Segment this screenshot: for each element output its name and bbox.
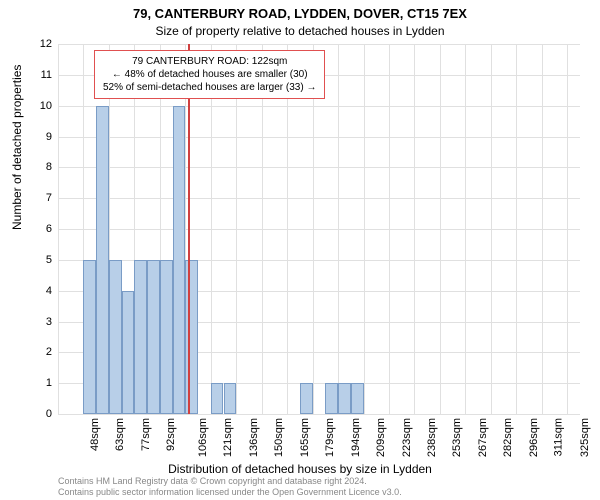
grid-line-horizontal <box>58 167 580 168</box>
grid-line-horizontal <box>58 137 580 138</box>
x-tick-label: 121sqm <box>222 418 234 457</box>
attribution-text: Contains HM Land Registry data © Crown c… <box>58 476 402 498</box>
histogram-bar <box>96 106 109 414</box>
grid-line-vertical <box>389 44 390 414</box>
x-tick-label: 63sqm <box>114 418 126 451</box>
x-tick-label: 325sqm <box>579 418 591 457</box>
y-tick-label: 5 <box>46 254 52 266</box>
x-tick-label: 253sqm <box>452 418 464 457</box>
y-tick-label: 12 <box>40 38 52 50</box>
grid-line-vertical <box>262 44 263 414</box>
grid-line-vertical <box>211 44 212 414</box>
chart-title-main: 79, CANTERBURY ROAD, LYDDEN, DOVER, CT15… <box>0 6 600 21</box>
y-tick-label: 8 <box>46 161 52 173</box>
y-tick-label: 10 <box>40 100 52 112</box>
x-tick-label: 48sqm <box>89 418 101 451</box>
grid-line-horizontal <box>58 198 580 199</box>
histogram-bar <box>160 260 173 414</box>
x-tick-label: 311sqm <box>553 418 565 456</box>
x-tick-label: 296sqm <box>528 418 540 457</box>
histogram-bar <box>338 383 351 414</box>
grid-line-vertical <box>364 44 365 414</box>
x-tick-label: 238sqm <box>426 418 438 457</box>
x-tick-label: 136sqm <box>248 418 260 457</box>
histogram-bar <box>300 383 313 414</box>
y-axis-label: Number of detached properties <box>10 65 24 230</box>
histogram-bar <box>173 106 186 414</box>
grid-line-vertical <box>542 44 543 414</box>
y-tick-label: 4 <box>46 285 52 297</box>
annotation-box: 79 CANTERBURY ROAD: 122sqm← 48% of detac… <box>94 50 325 99</box>
annotation-line: 52% of semi-detached houses are larger (… <box>103 81 316 94</box>
histogram-bar <box>122 291 135 414</box>
y-tick-label: 3 <box>46 316 52 328</box>
grid-line-vertical <box>491 44 492 414</box>
grid-line-vertical <box>516 44 517 414</box>
plot-area: 012345678910111248sqm63sqm77sqm92sqm106s… <box>58 44 580 414</box>
chart-container: 79, CANTERBURY ROAD, LYDDEN, DOVER, CT15… <box>0 0 600 500</box>
y-tick-label: 9 <box>46 131 52 143</box>
histogram-bar <box>351 383 364 414</box>
histogram-bar <box>224 383 237 414</box>
y-tick-label: 1 <box>46 377 52 389</box>
x-tick-label: 282sqm <box>503 418 515 457</box>
x-tick-label: 267sqm <box>477 418 489 457</box>
attribution-line-2: Contains public sector information licen… <box>58 487 402 498</box>
histogram-bar <box>147 260 160 414</box>
x-tick-label: 106sqm <box>197 418 209 457</box>
marker-line <box>188 44 190 414</box>
x-tick-label: 179sqm <box>324 418 336 457</box>
grid-line-vertical <box>567 44 568 414</box>
grid-line-horizontal <box>58 106 580 107</box>
grid-line-vertical <box>287 44 288 414</box>
grid-line-vertical <box>338 44 339 414</box>
x-tick-label: 77sqm <box>140 418 152 451</box>
x-tick-label: 165sqm <box>299 418 311 457</box>
grid-line-horizontal <box>58 229 580 230</box>
histogram-bar <box>325 383 338 414</box>
grid-line-vertical <box>236 44 237 414</box>
chart-title-sub: Size of property relative to detached ho… <box>0 24 600 38</box>
y-tick-label: 0 <box>46 408 52 420</box>
x-tick-label: 223sqm <box>401 418 413 457</box>
x-axis-label: Distribution of detached houses by size … <box>0 462 600 476</box>
x-tick-label: 92sqm <box>165 418 177 451</box>
grid-line-vertical <box>414 44 415 414</box>
annotation-line: 79 CANTERBURY ROAD: 122sqm <box>103 55 316 68</box>
histogram-bar <box>211 383 224 414</box>
histogram-bar <box>134 260 147 414</box>
grid-line-horizontal <box>58 44 580 45</box>
y-tick-label: 6 <box>46 223 52 235</box>
grid-line-vertical <box>58 44 59 414</box>
grid-line-vertical <box>313 44 314 414</box>
y-tick-label: 2 <box>46 346 52 358</box>
x-tick-label: 150sqm <box>273 418 285 457</box>
x-tick-label: 209sqm <box>375 418 387 457</box>
histogram-bar <box>109 260 122 414</box>
histogram-bar <box>83 260 96 414</box>
attribution-line-1: Contains HM Land Registry data © Crown c… <box>58 476 402 487</box>
x-tick-label: 194sqm <box>350 418 362 457</box>
y-tick-label: 7 <box>46 192 52 204</box>
y-tick-label: 11 <box>41 69 52 81</box>
annotation-line: ← 48% of detached houses are smaller (30… <box>103 68 316 81</box>
grid-line-vertical <box>465 44 466 414</box>
grid-line-vertical <box>440 44 441 414</box>
grid-line-horizontal <box>58 414 580 415</box>
